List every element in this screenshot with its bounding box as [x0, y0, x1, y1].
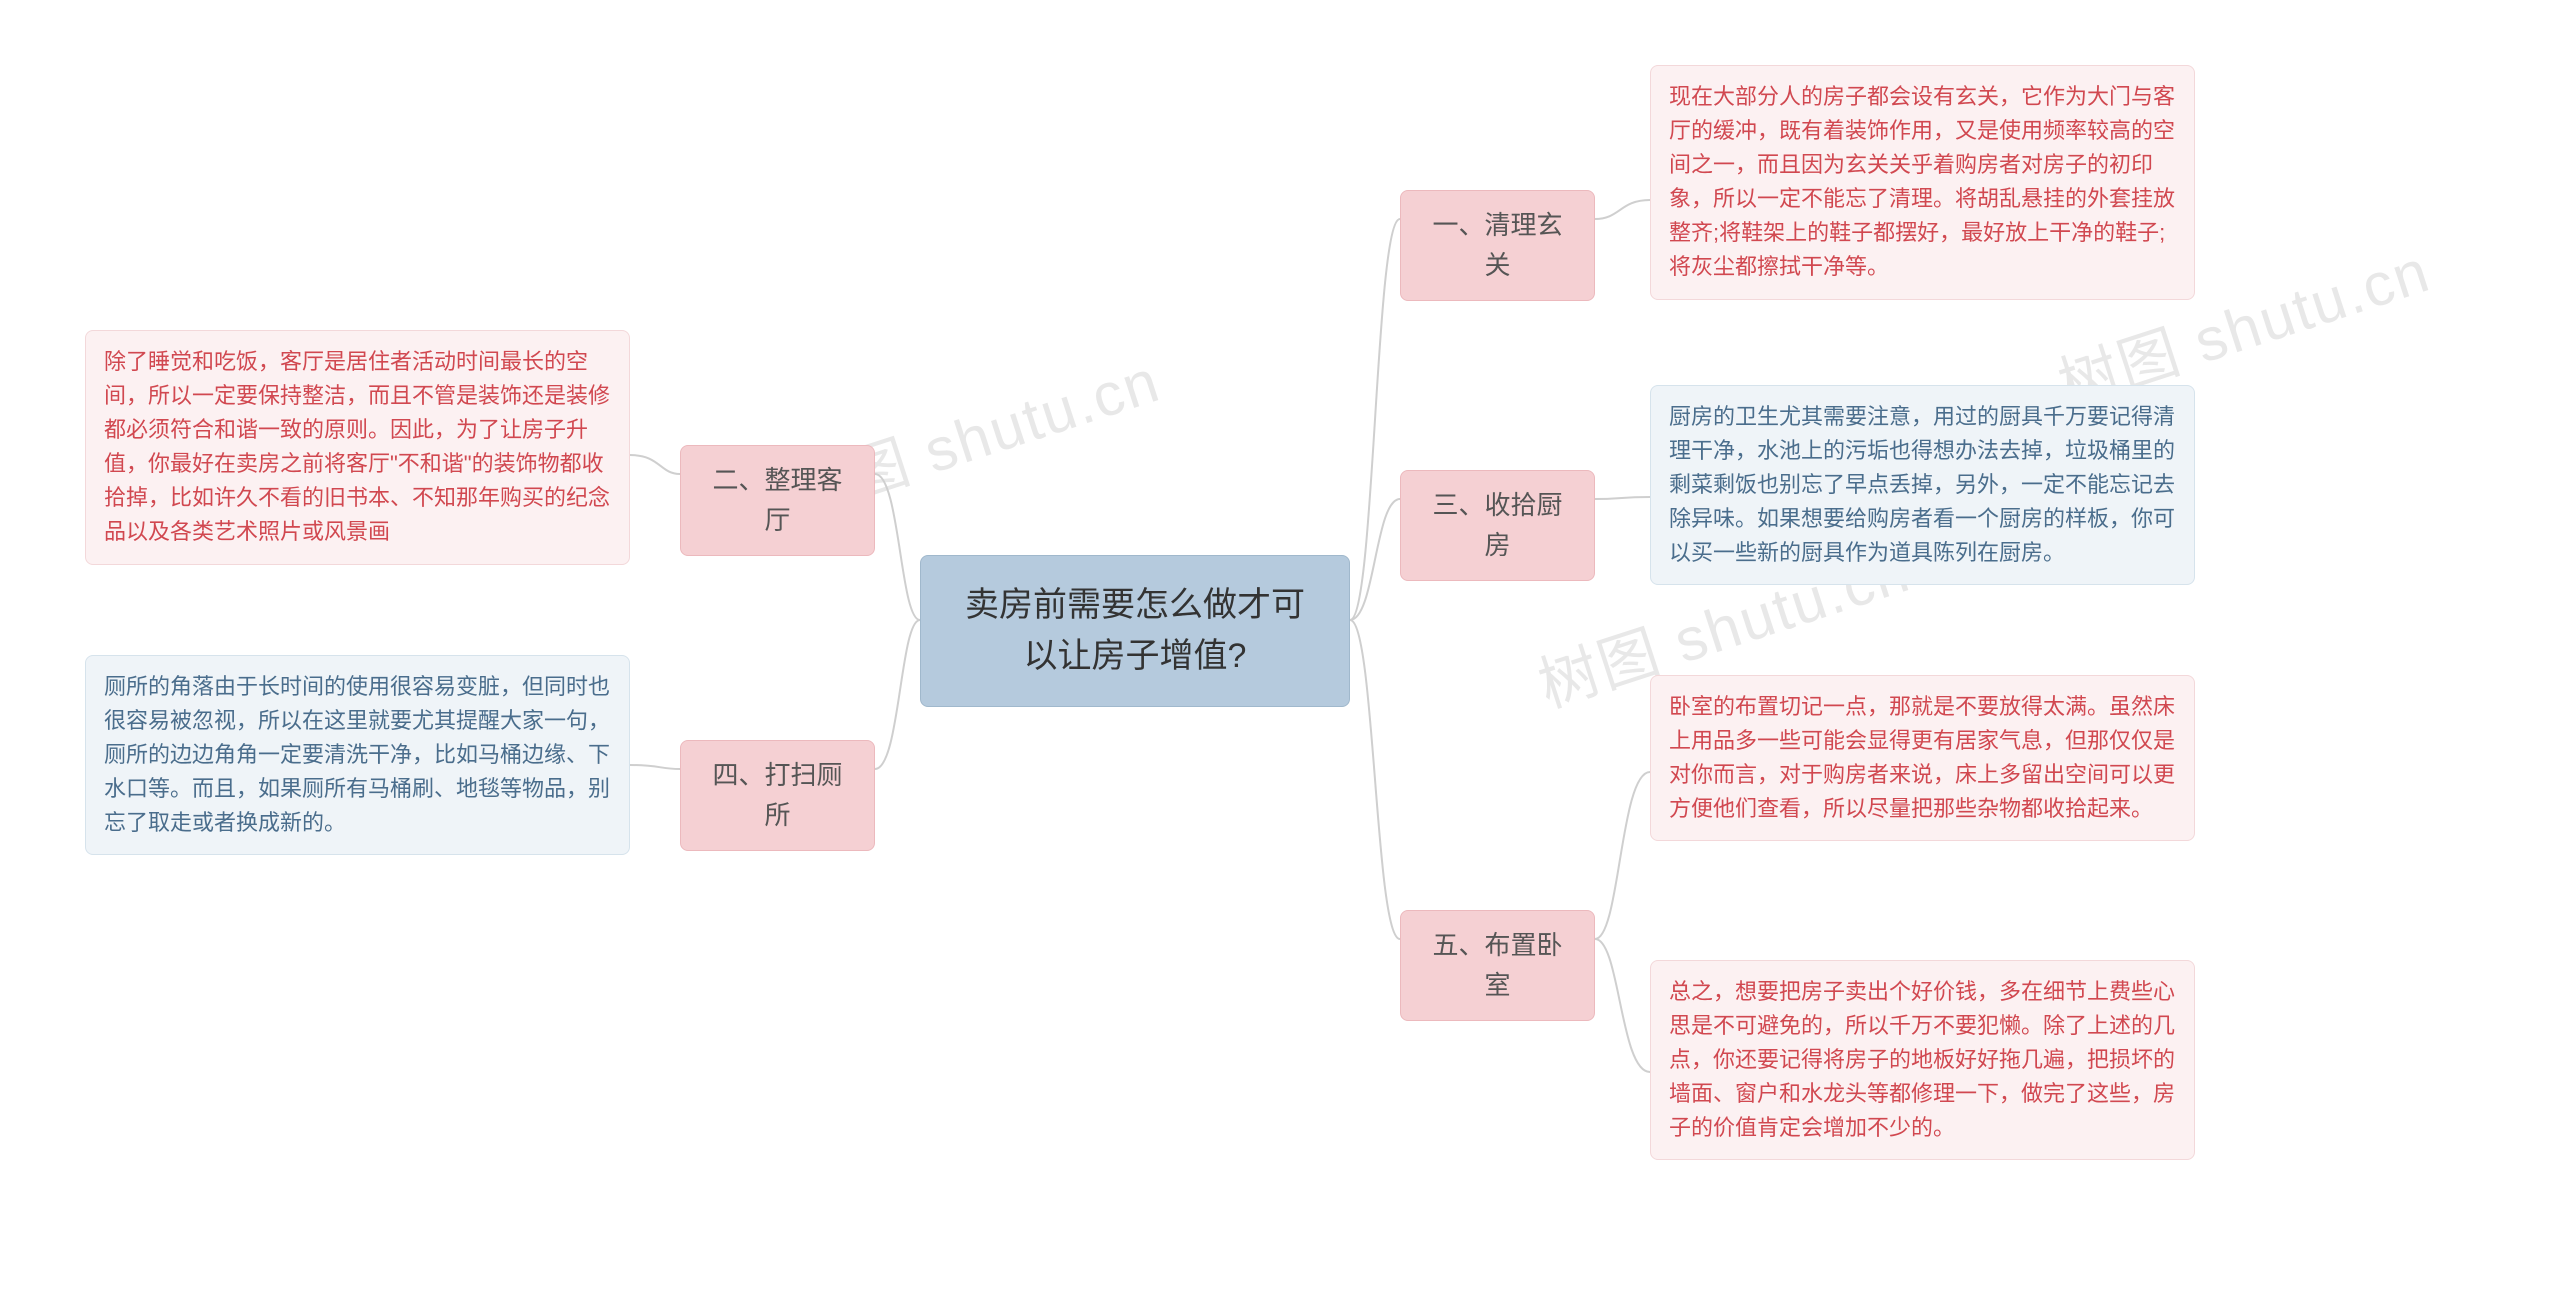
leaf-toilet-text: 厕所的角落由于长时间的使用很容易变脏，但同时也很容易被忽视，所以在这里就要尤其提…: [85, 655, 630, 855]
leaf-entrance-text: 现在大部分人的房子都会设有玄关，它作为大门与客厅的缓冲，既有着装饰作用，又是使用…: [1650, 65, 2195, 300]
branch-bedroom: 五、布置卧室: [1400, 910, 1595, 1021]
branch-entrance: 一、清理玄关: [1400, 190, 1595, 301]
branch-kitchen: 三、收拾厨房: [1400, 470, 1595, 581]
branch-toilet: 四、打扫厕所: [680, 740, 875, 851]
branch-living-room: 二、整理客厅: [680, 445, 875, 556]
leaf-kitchen-text: 厨房的卫生尤其需要注意，用过的厨具千万要记得清理干净，水池上的污垢也得想办法去掉…: [1650, 385, 2195, 585]
root-node: 卖房前需要怎么做才可以让房子增值?: [920, 555, 1350, 707]
leaf-bedroom-text-1: 卧室的布置切记一点，那就是不要放得太满。虽然床上用品多一些可能会显得更有居家气息…: [1650, 675, 2195, 841]
leaf-bedroom-text-2: 总之，想要把房子卖出个好价钱，多在细节上费些心思是不可避免的，所以千万不要犯懒。…: [1650, 960, 2195, 1160]
leaf-living-room-text: 除了睡觉和吃饭，客厅是居住者活动时间最长的空间，所以一定要保持整洁，而且不管是装…: [85, 330, 630, 565]
